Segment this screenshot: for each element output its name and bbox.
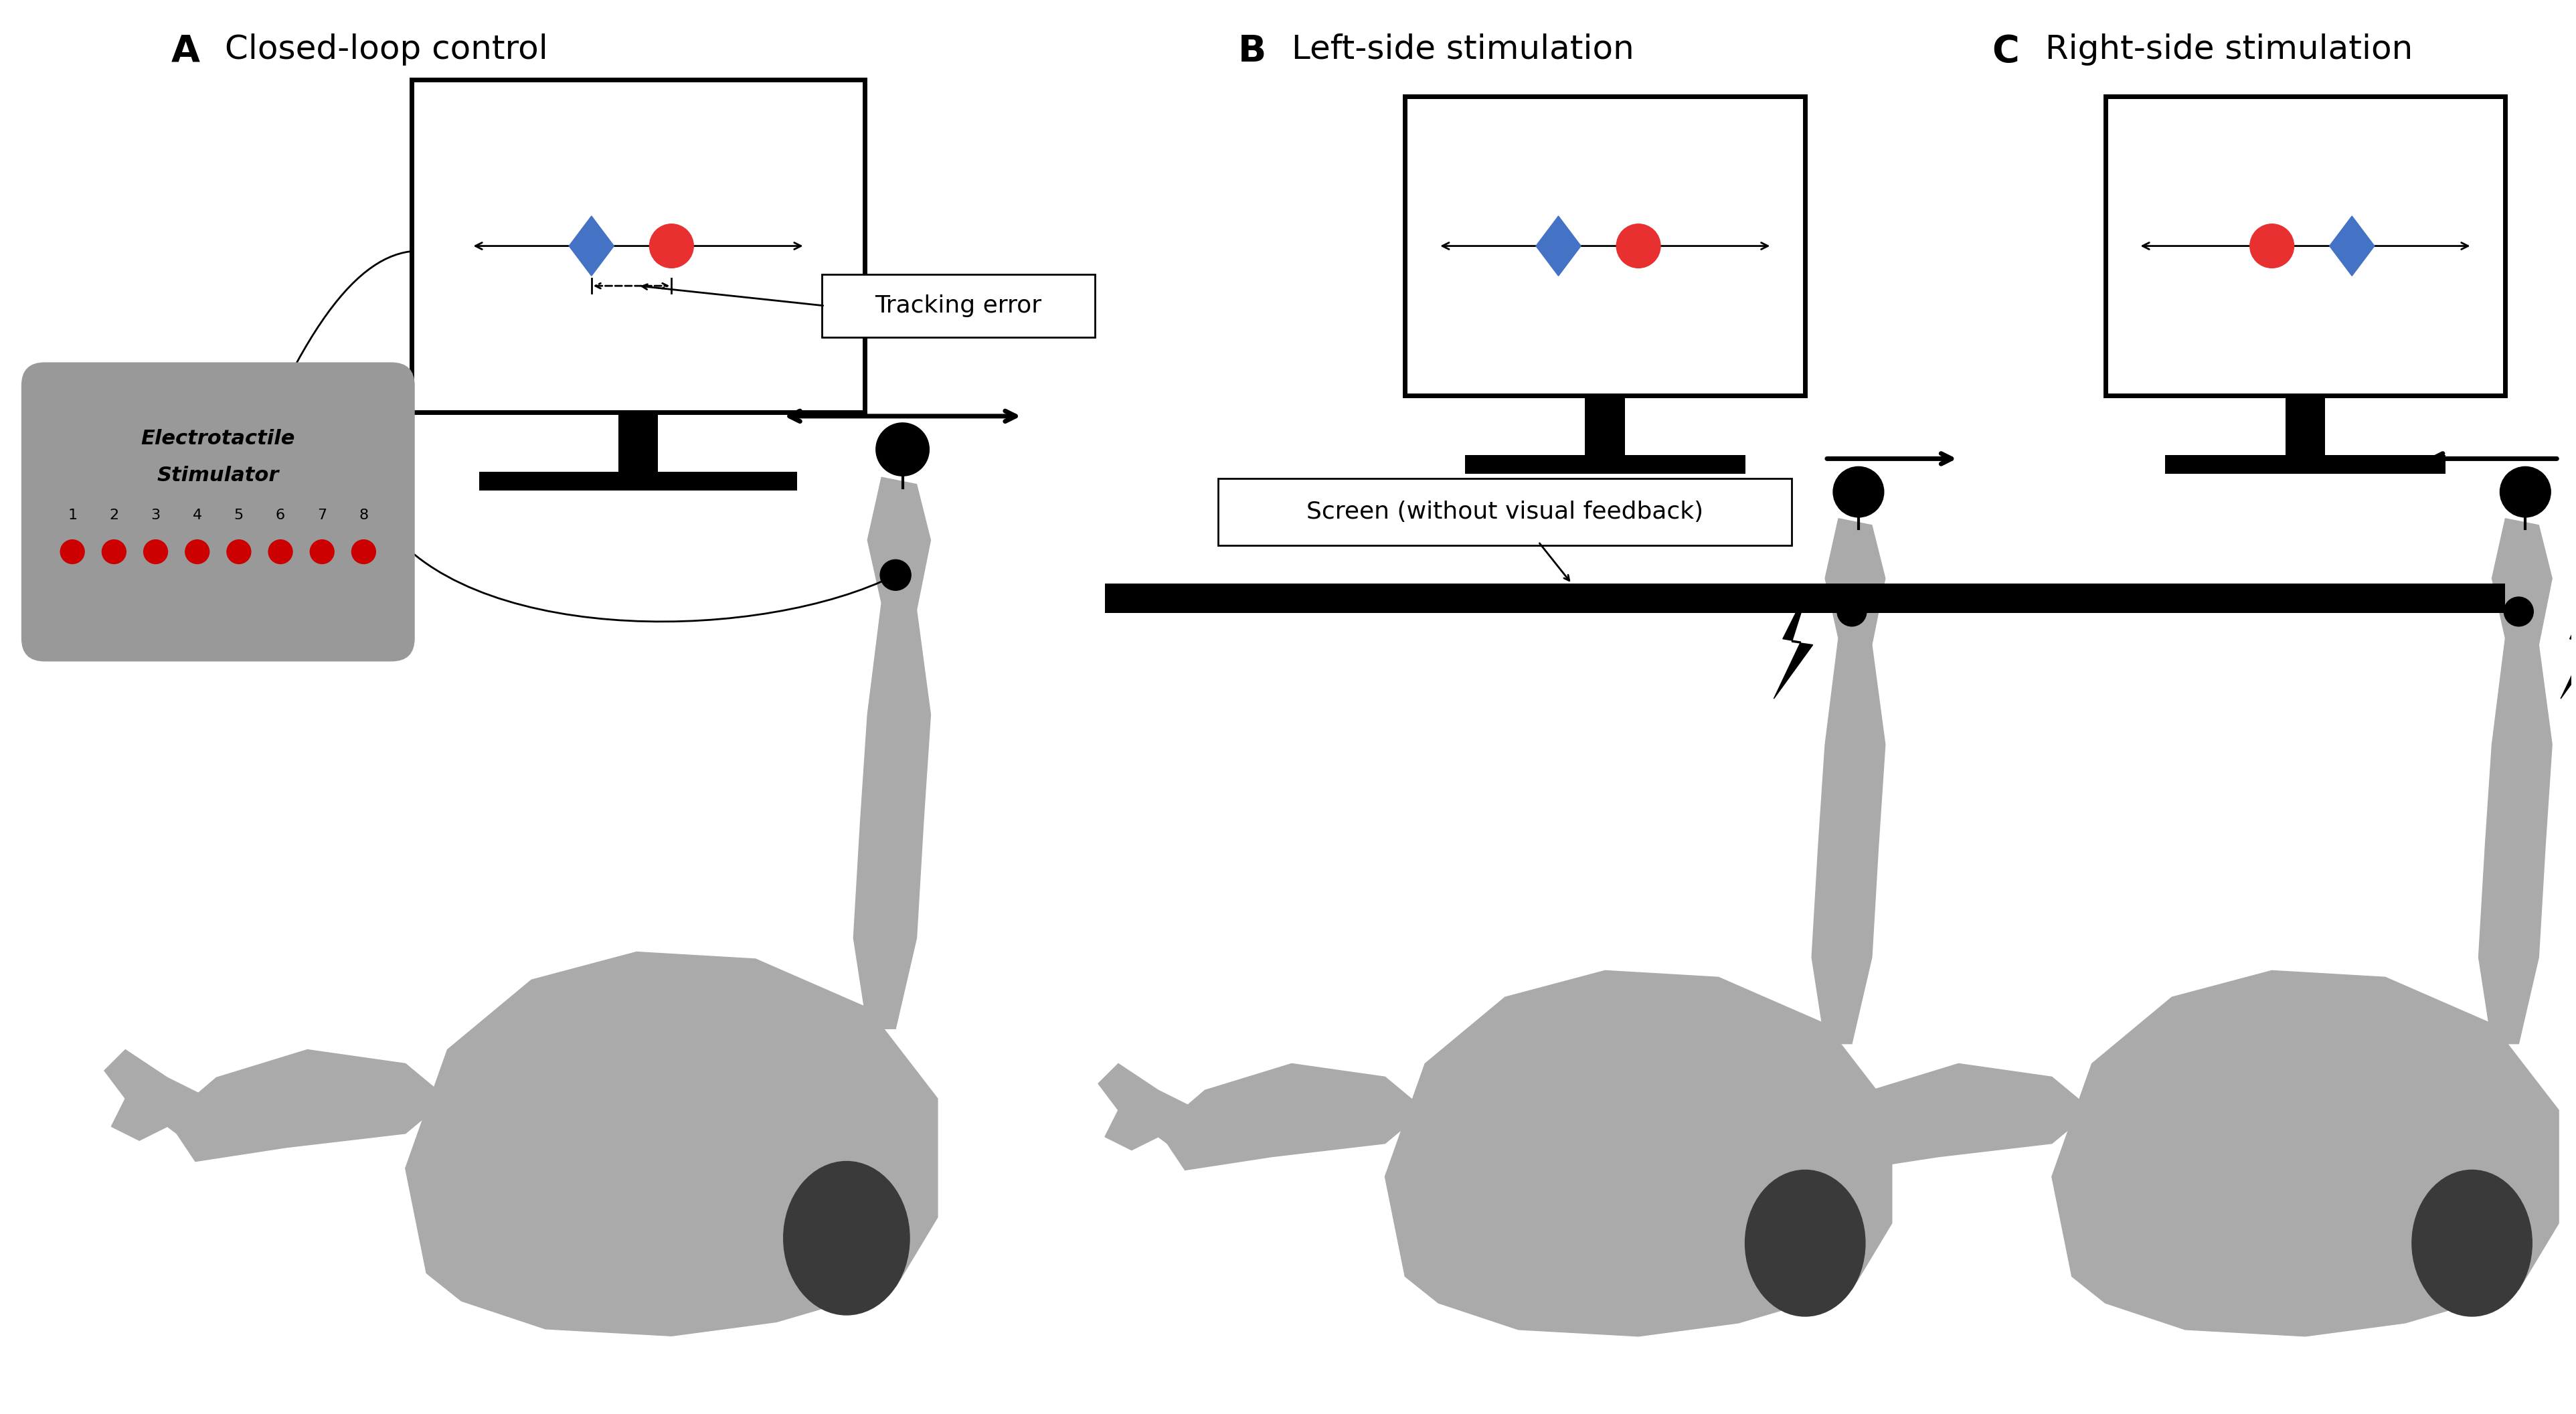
Text: 6: 6 <box>276 509 286 522</box>
Circle shape <box>227 540 250 564</box>
Circle shape <box>309 540 335 564</box>
Bar <box>1404 96 1806 396</box>
Text: Closed-loop control: Closed-loop control <box>224 34 549 65</box>
Text: Screen (without visual feedback): Screen (without visual feedback) <box>1306 501 1703 523</box>
Polygon shape <box>404 952 938 1336</box>
Text: Left-side stimulation: Left-side stimulation <box>1291 34 1633 65</box>
Circle shape <box>1834 467 1883 518</box>
Bar <box>1584 396 1625 455</box>
Polygon shape <box>2053 970 2558 1336</box>
Circle shape <box>353 540 376 564</box>
Circle shape <box>103 540 126 564</box>
Polygon shape <box>853 602 930 1029</box>
Text: 5: 5 <box>234 509 245 522</box>
Polygon shape <box>2478 638 2553 1044</box>
Text: 2: 2 <box>108 509 118 522</box>
Polygon shape <box>1097 1063 1206 1157</box>
Text: Right-side stimulation: Right-side stimulation <box>2045 34 2414 65</box>
Polygon shape <box>2491 519 2553 645</box>
Bar <box>618 411 657 472</box>
Text: 3: 3 <box>152 509 160 522</box>
Polygon shape <box>106 1049 216 1147</box>
FancyBboxPatch shape <box>21 362 415 662</box>
Circle shape <box>881 560 912 591</box>
Circle shape <box>2249 223 2295 267</box>
Ellipse shape <box>1744 1169 1865 1316</box>
Polygon shape <box>1775 585 1814 699</box>
Text: C: C <box>1991 34 2020 69</box>
Polygon shape <box>1826 1063 2092 1169</box>
Text: 1: 1 <box>67 509 77 522</box>
Polygon shape <box>569 216 613 276</box>
Bar <box>1105 584 2506 612</box>
Polygon shape <box>1386 970 1891 1336</box>
Polygon shape <box>1535 216 1582 276</box>
Circle shape <box>2499 467 2550 518</box>
Polygon shape <box>1765 1063 1873 1157</box>
Bar <box>479 472 796 491</box>
Ellipse shape <box>783 1161 909 1315</box>
Polygon shape <box>2329 216 2375 276</box>
Bar <box>2285 396 2326 455</box>
Bar <box>2166 455 2445 474</box>
Polygon shape <box>2561 585 2576 699</box>
FancyBboxPatch shape <box>1218 479 1793 546</box>
FancyBboxPatch shape <box>822 274 1095 338</box>
Circle shape <box>144 540 167 564</box>
Text: Tracking error: Tracking error <box>876 294 1041 317</box>
Circle shape <box>1837 597 1868 626</box>
Circle shape <box>876 423 930 477</box>
Circle shape <box>2504 597 2532 626</box>
Bar <box>412 79 866 411</box>
Bar <box>1466 455 1744 474</box>
Text: Stimulator: Stimulator <box>157 465 278 485</box>
Circle shape <box>185 540 209 564</box>
Text: Electrotactile: Electrotactile <box>142 428 296 448</box>
Text: 8: 8 <box>358 509 368 522</box>
Text: 7: 7 <box>317 509 327 522</box>
Text: B: B <box>1239 34 1267 69</box>
Bar <box>2105 96 2506 396</box>
Polygon shape <box>868 478 930 609</box>
Circle shape <box>1615 223 1662 267</box>
Text: A: A <box>173 34 201 69</box>
Circle shape <box>268 540 294 564</box>
Circle shape <box>649 223 693 267</box>
Polygon shape <box>1811 638 1886 1044</box>
Ellipse shape <box>2411 1169 2532 1316</box>
Circle shape <box>59 540 85 564</box>
Polygon shape <box>1159 1063 1425 1169</box>
Text: 4: 4 <box>193 509 201 522</box>
Polygon shape <box>1826 519 1886 645</box>
Polygon shape <box>167 1049 448 1161</box>
